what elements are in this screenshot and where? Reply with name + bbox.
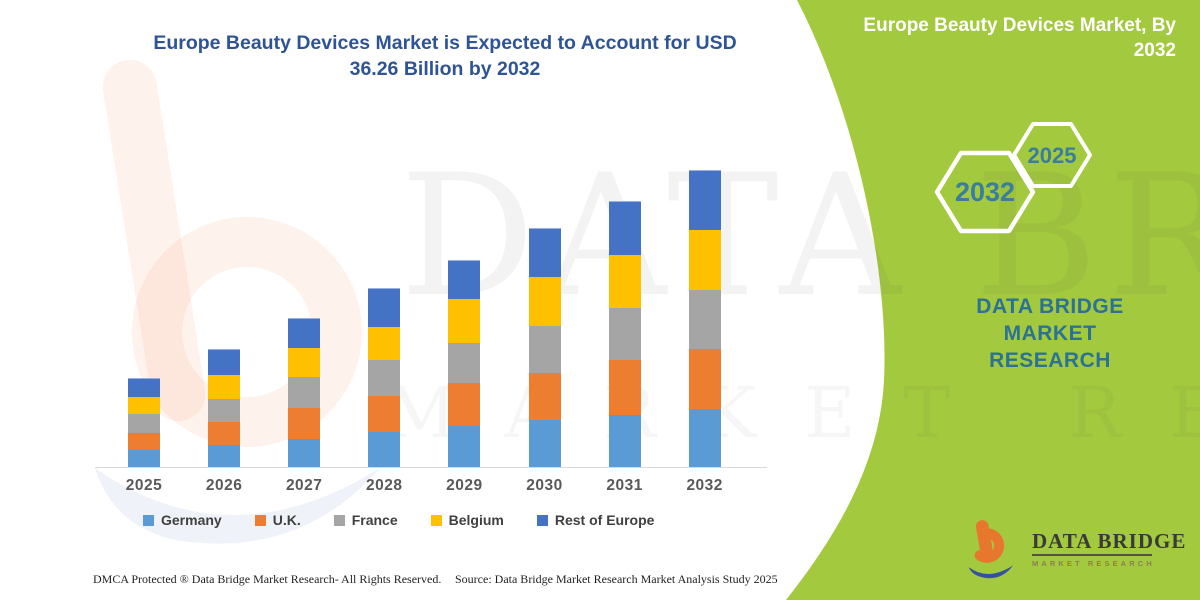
bar-segment-belgium-2026 [208, 373, 241, 400]
data-bridge-logo: DATA BRIDGE MARKET RESEARCH [966, 518, 1186, 580]
year-hexagons: 2032 2025 [934, 122, 1092, 234]
bar-segment-rest-of-europe-2028 [368, 288, 401, 327]
hexagon-2025-label: 2025 [1028, 143, 1077, 168]
chart-legend: Germany U.K. France Belgium Rest of Europe [143, 512, 654, 528]
page-title: Europe Beauty Devices Market is Expected… [105, 30, 785, 82]
side-panel-title: Europe Beauty Devices Market, By 2032 [846, 13, 1176, 63]
logo-wordmark: DATA BRIDGE [1032, 529, 1187, 554]
bar-segment-u-k--2027 [288, 407, 321, 440]
bar-segment-u-k--2031 [608, 358, 641, 415]
bar-segment-rest-of-europe-2032 [688, 169, 721, 231]
bar-segment-u-k--2025 [128, 431, 160, 450]
legend-item-u-k-: U.K. [254, 512, 301, 528]
legend-label: U.K. [272, 512, 301, 528]
legend-item-belgium: Belgium [430, 512, 504, 528]
x-axis-label-2026: 2026 [205, 477, 243, 494]
logo-subtext: MARKET RESEARCH [1032, 558, 1155, 568]
bar-segment-rest-of-europe-2027 [288, 317, 321, 349]
bar-segment-germany-2026 [208, 444, 241, 467]
bar-segment-germany-2031 [608, 413, 641, 467]
bar-segment-belgium-2032 [688, 229, 721, 291]
legend-item-germany: Germany [143, 512, 222, 528]
page-title-line2: 36.26 Billion by 2032 [349, 58, 541, 80]
bar-segment-u-k--2030 [528, 371, 561, 420]
bar-segment-germany-2030 [528, 418, 561, 467]
bar-segment-belgium-2030 [528, 275, 561, 327]
bar-segment-rest-of-europe-2030 [528, 228, 561, 277]
bar-segment-rest-of-europe-2031 [608, 200, 641, 255]
legend-label: Rest of Europe [554, 512, 655, 528]
legend-swatch-icon [143, 514, 154, 526]
bar-segment-germany-2032 [688, 407, 721, 467]
bar-segment-germany-2025 [128, 448, 160, 467]
bar-segment-france-2026 [208, 398, 241, 423]
x-axis-label-2030: 2030 [526, 477, 563, 494]
legend-swatch-icon [333, 514, 345, 526]
legend-item-france: France [333, 512, 398, 528]
bar-segment-france-2031 [608, 307, 641, 360]
legend-item-rest-of-europe: Rest of Europe [536, 512, 655, 528]
bar-segment-france-2032 [688, 289, 721, 350]
bar-segment-u-k--2029 [448, 381, 481, 427]
bar-segment-belgium-2025 [128, 396, 160, 414]
hexagon-2032-label: 2032 [955, 177, 1015, 207]
bar-segment-belgium-2029 [448, 298, 481, 344]
bar-segment-u-k--2032 [688, 348, 721, 409]
bar-segment-germany-2027 [288, 438, 321, 467]
logo-text-block: DATA BRIDGE MARKET RESEARCH [1032, 530, 1186, 568]
side-panel-title-line1: Europe Beauty Devices Market, By [863, 15, 1176, 36]
x-axis-label-2032: 2032 [686, 477, 723, 494]
bar-segment-u-k--2026 [208, 421, 241, 446]
bar-segment-rest-of-europe-2029 [448, 260, 481, 300]
page-title-line1: Europe Beauty Devices Market is Expected… [153, 32, 737, 54]
data-bridge-logo-icon [968, 520, 1014, 579]
x-axis-label-2027: 2027 [285, 477, 323, 494]
bar-segment-germany-2029 [448, 425, 481, 467]
legend-swatch-icon [254, 514, 266, 526]
brand-name-text: DATA BRIDGE MARKET RESEARCH [930, 293, 1170, 374]
bar-segment-belgium-2031 [608, 253, 641, 309]
bar-segment-rest-of-europe-2025 [128, 377, 160, 398]
brand-name-line2: RESEARCH [989, 349, 1111, 372]
logo-underline [1032, 554, 1152, 556]
brand-name-line1: DATA BRIDGE MARKET [976, 295, 1124, 345]
legend-swatch-icon [536, 514, 548, 526]
footer-copyright-text: DMCA Protected ® Data Bridge Market Rese… [93, 572, 442, 586]
bar-segment-u-k--2028 [368, 394, 401, 432]
legend-swatch-icon [430, 514, 442, 526]
x-axis-label-2028: 2028 [366, 477, 403, 494]
bar-segment-france-2030 [528, 325, 561, 373]
bar-segment-france-2029 [448, 342, 481, 383]
bar-segment-france-2027 [288, 375, 321, 409]
x-axis-label-2031: 2031 [606, 477, 643, 494]
side-panel-title-line2: 2032 [1133, 40, 1176, 61]
bar-segment-france-2028 [368, 358, 401, 396]
bar-segment-germany-2028 [368, 430, 401, 467]
bar-segment-rest-of-europe-2026 [208, 348, 241, 375]
legend-label: France [351, 512, 398, 528]
stacked-bar-chart: 2025 2026 2027 2028 2029 2030 2031 2032 [95, 169, 767, 494]
hexagon-2032: 2032 [934, 150, 1036, 234]
x-axis-line [95, 467, 767, 468]
legend-label: Germany [161, 512, 222, 528]
hexagon-2025: 2025 [1012, 122, 1092, 188]
legend-label: Belgium [448, 512, 504, 528]
footer-source-text: Source: Data Bridge Market Research Mark… [455, 572, 778, 586]
bar-segment-belgium-2028 [368, 325, 401, 360]
bar-segment-france-2025 [128, 412, 160, 433]
bar-segment-belgium-2027 [288, 347, 321, 377]
x-axis-label-2029: 2029 [446, 477, 483, 494]
x-axis-label-2025: 2025 [125, 477, 163, 494]
